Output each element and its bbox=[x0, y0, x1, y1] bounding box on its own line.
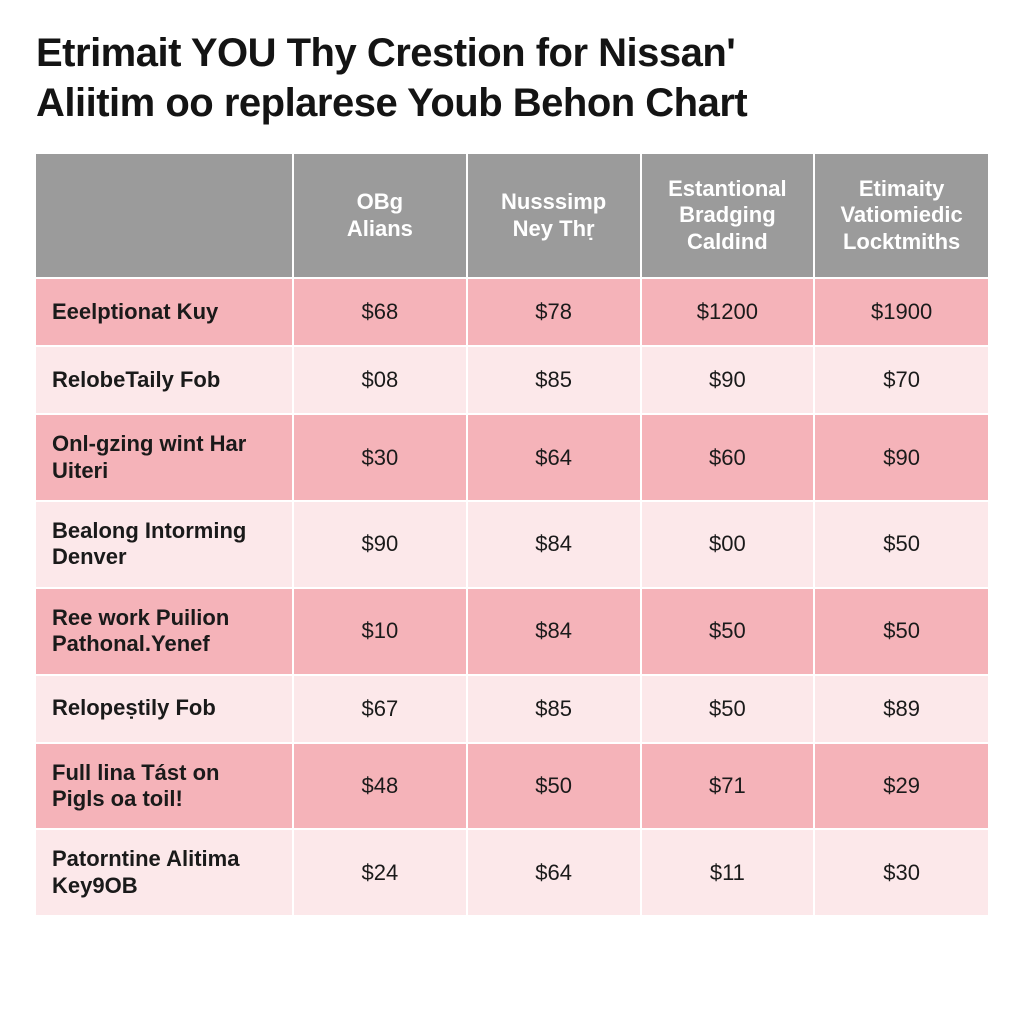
cell: $00 bbox=[641, 501, 815, 588]
cell: $50 bbox=[641, 588, 815, 675]
table-row: Patorntine Alitima Key9OB$24$64$11$30 bbox=[36, 829, 988, 915]
cell: $85 bbox=[467, 346, 641, 414]
table-row: RelobeTaily Fob$08$85$90$70 bbox=[36, 346, 988, 414]
column-header-blank bbox=[36, 154, 293, 278]
title-line-1: Etrimait YOU Thy Crestion for Nissan' bbox=[36, 28, 988, 78]
cell: $10 bbox=[293, 588, 467, 675]
cell: $85 bbox=[467, 675, 641, 743]
column-header-0: OBgAlians bbox=[293, 154, 467, 278]
table-row: Relopeṣtily Fob$67$85$50$89 bbox=[36, 675, 988, 743]
cell: $84 bbox=[467, 588, 641, 675]
cell: $90 bbox=[814, 414, 988, 501]
column-header-3: EtimaityVatiomiedicLocktmiths bbox=[814, 154, 988, 278]
cell: $24 bbox=[293, 829, 467, 915]
cell: $30 bbox=[814, 829, 988, 915]
table-row: Ree work Puilion Pathonal.Yenef$10$84$50… bbox=[36, 588, 988, 675]
price-table: OBgAliansNusssimpNey ThṛEstantionalBradg… bbox=[36, 154, 988, 915]
row-label: Relopeṣtily Fob bbox=[36, 675, 293, 743]
row-label: Bealong Intorming Denver bbox=[36, 501, 293, 588]
row-label: Full lina Tást on Pigls oa toil! bbox=[36, 743, 293, 830]
cell: $50 bbox=[814, 501, 988, 588]
cell: $64 bbox=[467, 414, 641, 501]
column-header-2: EstantionalBradgingCaldind bbox=[641, 154, 815, 278]
cell: $1900 bbox=[814, 278, 988, 346]
column-header-1: NusssimpNey Thṛ bbox=[467, 154, 641, 278]
cell: $68 bbox=[293, 278, 467, 346]
table-header: OBgAliansNusssimpNey ThṛEstantionalBradg… bbox=[36, 154, 988, 278]
cell: $78 bbox=[467, 278, 641, 346]
row-label: Patorntine Alitima Key9OB bbox=[36, 829, 293, 915]
cell: $30 bbox=[293, 414, 467, 501]
cell: $50 bbox=[641, 675, 815, 743]
cell: $50 bbox=[467, 743, 641, 830]
cell: $1200 bbox=[641, 278, 815, 346]
cell: $48 bbox=[293, 743, 467, 830]
row-label: Eeelptionat Kuy bbox=[36, 278, 293, 346]
cell: $67 bbox=[293, 675, 467, 743]
cell: $89 bbox=[814, 675, 988, 743]
page-title: Etrimait YOU Thy Crestion for Nissan' Al… bbox=[36, 28, 988, 128]
table-body: Eeelptionat Kuy$68$78$1200$1900RelobeTai… bbox=[36, 278, 988, 915]
cell: $60 bbox=[641, 414, 815, 501]
cell: $64 bbox=[467, 829, 641, 915]
cell: $08 bbox=[293, 346, 467, 414]
cell: $84 bbox=[467, 501, 641, 588]
cell: $71 bbox=[641, 743, 815, 830]
title-line-2: Aliitim oo replarese Youb Behon Chart bbox=[36, 78, 988, 128]
cell: $50 bbox=[814, 588, 988, 675]
table-row: Eeelptionat Kuy$68$78$1200$1900 bbox=[36, 278, 988, 346]
cell: $90 bbox=[641, 346, 815, 414]
table-row: Onl-gzing wint Har Uiteri$30$64$60$90 bbox=[36, 414, 988, 501]
cell: $29 bbox=[814, 743, 988, 830]
table-row: Bealong Intorming Denver$90$84$00$50 bbox=[36, 501, 988, 588]
cell: $11 bbox=[641, 829, 815, 915]
table-row: Full lina Tást on Pigls oa toil!$48$50$7… bbox=[36, 743, 988, 830]
cell: $90 bbox=[293, 501, 467, 588]
row-label: Onl-gzing wint Har Uiteri bbox=[36, 414, 293, 501]
cell: $70 bbox=[814, 346, 988, 414]
row-label: Ree work Puilion Pathonal.Yenef bbox=[36, 588, 293, 675]
row-label: RelobeTaily Fob bbox=[36, 346, 293, 414]
